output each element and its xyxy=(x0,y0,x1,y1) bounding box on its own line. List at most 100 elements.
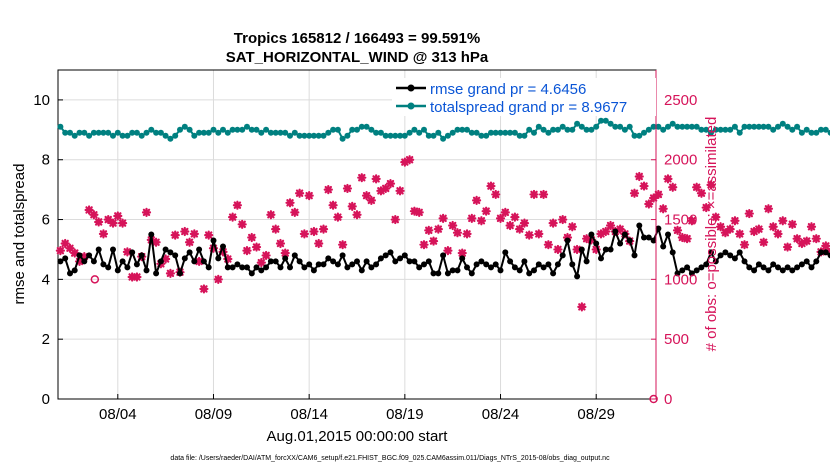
obs-count-stroke xyxy=(204,231,213,239)
rmse-point xyxy=(731,255,738,262)
totalspread-point xyxy=(86,132,93,139)
obs-count-stroke xyxy=(520,219,529,227)
rmse-point xyxy=(516,267,523,274)
obs-count-stroke xyxy=(812,234,820,243)
rmse-point xyxy=(454,267,461,274)
rmse-point xyxy=(90,258,97,265)
obs-count-point xyxy=(481,206,491,216)
obs-count-point xyxy=(778,216,788,226)
totalspread-point xyxy=(162,132,169,139)
obs-count-stroke xyxy=(515,225,524,233)
totalspread-series xyxy=(57,117,830,142)
obs-count-point xyxy=(256,258,266,268)
obs-count-stroke xyxy=(109,219,117,227)
rmse-point xyxy=(263,264,270,271)
rmse-point xyxy=(411,258,418,265)
rmse-point xyxy=(373,261,380,268)
totalspread-point xyxy=(421,126,427,133)
rmse-point xyxy=(703,261,710,268)
obs-count-point xyxy=(486,181,496,191)
totalspread-point xyxy=(210,126,217,133)
totalspread-point xyxy=(636,132,643,139)
obs-count-stroke xyxy=(353,211,361,219)
obs-count-point xyxy=(385,179,396,189)
totalspread-point xyxy=(306,132,313,139)
rmse-point xyxy=(722,249,729,256)
obs-count-point xyxy=(448,220,458,231)
obs-count-point xyxy=(658,204,668,214)
obs-count-point xyxy=(472,195,482,206)
rmse-point xyxy=(71,267,78,274)
rmse-point xyxy=(344,264,351,271)
totalspread-point xyxy=(157,129,164,136)
y-axis-label: rmse and totalspread xyxy=(11,164,28,305)
totalspread-point xyxy=(473,129,480,136)
obs-count-stroke xyxy=(56,246,65,255)
x-tick-label: 08/24 xyxy=(482,406,520,423)
totalspread-point xyxy=(239,126,246,133)
totalspread-point xyxy=(320,132,327,139)
totalspread-point xyxy=(81,129,88,136)
obs-count-stroke xyxy=(731,217,739,225)
obs-count-point xyxy=(275,238,286,249)
obs-count-stroke xyxy=(707,181,715,189)
totalspread-point xyxy=(153,129,160,136)
obs-count-point xyxy=(294,188,305,198)
obs-count-point xyxy=(629,188,640,198)
obs-count-point xyxy=(500,207,510,217)
obs-count-stroke xyxy=(630,189,639,197)
obs-count-stroke xyxy=(133,273,141,281)
totalspread-point xyxy=(569,126,576,133)
obs-count-stroke xyxy=(61,239,69,248)
totalspread-point xyxy=(215,129,222,136)
obs-count-point xyxy=(419,240,429,250)
totalspread-point xyxy=(708,129,714,136)
y2-tick-label: 0 xyxy=(664,391,672,408)
obs-count-stroke xyxy=(181,227,189,236)
rmse-point xyxy=(813,258,820,265)
rmse-point xyxy=(382,252,389,259)
y2-tick-label: 2000 xyxy=(664,152,697,169)
rmse-point xyxy=(550,270,557,277)
rmse-point xyxy=(397,255,404,262)
totalspread-point xyxy=(703,126,710,133)
rmse-point xyxy=(215,255,222,262)
obs-count-point xyxy=(725,224,735,234)
totalspread-point xyxy=(684,123,691,130)
rmse-point xyxy=(736,249,743,256)
totalspread-point xyxy=(526,126,533,133)
obs-count-stroke xyxy=(779,217,787,225)
obs-count-point xyxy=(802,236,812,246)
totalspread-point xyxy=(808,129,815,136)
obs-count-point xyxy=(515,224,525,234)
obs-count-point xyxy=(538,189,549,200)
obs-count-point xyxy=(553,244,563,255)
obs-count-stroke xyxy=(257,258,266,267)
rmse-point xyxy=(358,267,365,274)
totalspread-point xyxy=(177,126,183,133)
totalspread-point xyxy=(133,129,140,136)
obs-count-point xyxy=(323,185,333,195)
obs-count-stroke xyxy=(248,233,256,242)
rmse-point xyxy=(526,270,533,277)
rmse-point xyxy=(559,252,566,259)
obs-count-stroke xyxy=(338,240,347,249)
totalspread-point xyxy=(559,123,566,130)
obs-count-stroke xyxy=(386,179,395,188)
obs-count-stroke xyxy=(688,217,696,225)
obs-count-stroke xyxy=(472,196,481,205)
totalspread-point xyxy=(196,129,203,136)
obs-count-point xyxy=(534,229,544,239)
obs-count-stroke xyxy=(673,226,682,235)
obs-count-point xyxy=(247,232,257,243)
obs-count-stroke xyxy=(745,209,754,218)
rmse-point xyxy=(148,231,155,238)
totalspread-point xyxy=(444,132,451,139)
totalspread-point xyxy=(401,132,408,139)
rmse-point xyxy=(784,264,791,271)
totalspread-point xyxy=(172,132,179,139)
totalspread-point xyxy=(363,123,370,130)
rmse-point xyxy=(621,231,628,238)
obs-count-stroke xyxy=(271,225,280,233)
